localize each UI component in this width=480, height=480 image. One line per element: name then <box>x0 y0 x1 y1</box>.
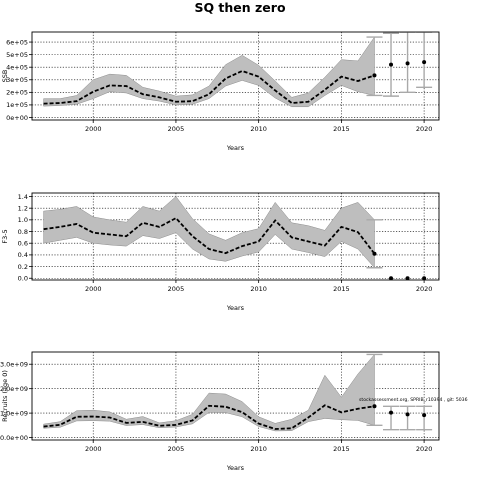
x-tick-label: 2005 <box>168 285 185 293</box>
y-tick-label: 1.4 <box>18 193 28 201</box>
panels: 2000 2005 2010 2015 2020 0e+00 1e+05 2e+05 3e+05… <box>0 31 468 472</box>
y-tick-label: 5e+05 <box>6 51 28 59</box>
x-tick-label: 2010 <box>250 285 267 293</box>
x-axis-label: Years <box>226 304 245 312</box>
x-tick-label: 2005 <box>168 125 185 133</box>
plot-area <box>43 32 433 108</box>
y-axis-label: SSB <box>1 70 9 83</box>
projection-2018 <box>383 32 400 97</box>
panel-recruits: 2000 2005 2010 2015 2020 0.0e+00 1.0e+09 2.0e+0… <box>0 351 440 472</box>
axes-frame <box>31 351 440 441</box>
projection-median-point <box>389 276 394 280</box>
x-tick-label: 2020 <box>416 125 433 133</box>
projection-2019 <box>405 276 410 280</box>
last-estimate-point <box>372 73 377 78</box>
y-tick-label: 0.4 <box>18 251 28 259</box>
panel-fbar: 2000 2005 2010 2015 2020 0.0 0.2 0.4 0.6 0.8 1.0 1.… <box>1 192 440 312</box>
confidence-band <box>43 353 375 432</box>
figure-title: SQ then zero <box>194 0 286 15</box>
x-tick-label: 2020 <box>416 285 433 293</box>
y-tick-label: 3e+05 <box>6 76 28 84</box>
x-tick-label: 2000 <box>85 125 102 133</box>
x-tick-label: 2000 <box>85 445 102 453</box>
axes-frame <box>31 31 440 121</box>
x-axis-label: Years <box>226 144 245 152</box>
last-estimate-point <box>372 404 377 409</box>
projection-2018 <box>383 405 400 431</box>
y-tick-label: 1.0e+09 <box>0 409 28 417</box>
axes-frame <box>31 192 440 281</box>
y-tick-label: 3.0e+09 <box>0 361 28 369</box>
projection-2020 <box>422 276 427 280</box>
x-tick-label: 2015 <box>333 125 350 133</box>
projection-median-point <box>422 276 427 280</box>
y-tick-label: 2e+05 <box>6 89 28 97</box>
projection-median-point <box>389 410 394 415</box>
x-tick-label: 2000 <box>85 285 102 293</box>
y-tick-label: 4e+05 <box>6 64 28 72</box>
projection-2018 <box>389 276 394 280</box>
x-tick-label: 2010 <box>250 445 267 453</box>
y-tick-label: 0.0 <box>18 275 28 283</box>
y-tick-label: 6e+05 <box>6 38 28 46</box>
projection-median-point <box>389 62 394 67</box>
y-tick-label: 0e+00 <box>6 114 28 122</box>
projection-2019 <box>399 405 416 431</box>
x-tick-label: 2005 <box>168 445 185 453</box>
projection-median-point <box>422 413 427 418</box>
y-axis-label: Recruits (age 0) <box>1 370 9 422</box>
y-tick-label: 0.2 <box>18 263 28 271</box>
projection-2019 <box>399 32 416 94</box>
projection-median-point <box>405 276 410 280</box>
x-axis-label: Years <box>226 464 245 472</box>
y-tick-label: 1.0 <box>18 216 28 224</box>
y-tick-label: 1e+05 <box>6 101 28 109</box>
last-estimate-point <box>372 251 377 256</box>
estimate-line <box>43 404 375 430</box>
panel-ssb: 2000 2005 2010 2015 2020 0e+00 1e+05 2e+05 3e+05… <box>1 31 440 152</box>
y-tick-label: 0.8 <box>18 228 28 236</box>
plot-area <box>43 196 427 280</box>
x-tick-label: 2010 <box>250 125 267 133</box>
y-tick-label: 2.0e+09 <box>0 385 28 393</box>
x-tick-label: 2015 <box>333 445 350 453</box>
projection-median-point <box>405 412 410 417</box>
y-axis-label: F3-5 <box>1 229 9 243</box>
y-tick-label: 1.2 <box>18 204 28 212</box>
x-tick-label: 2015 <box>333 285 350 293</box>
source-annotation: stockassessment.org, SPRIB_r10394 , git:… <box>359 397 468 403</box>
plot-area <box>43 353 433 432</box>
projection-2020 <box>416 405 433 431</box>
y-tick-label: 0.6 <box>18 240 28 248</box>
projection-2020 <box>416 32 433 89</box>
y-tick-label: 0.0e+00 <box>0 434 28 442</box>
projection-median-point <box>422 60 427 65</box>
x-tick-label: 2020 <box>416 445 433 453</box>
projection-median-point <box>405 61 410 66</box>
estimate-line <box>43 216 376 255</box>
